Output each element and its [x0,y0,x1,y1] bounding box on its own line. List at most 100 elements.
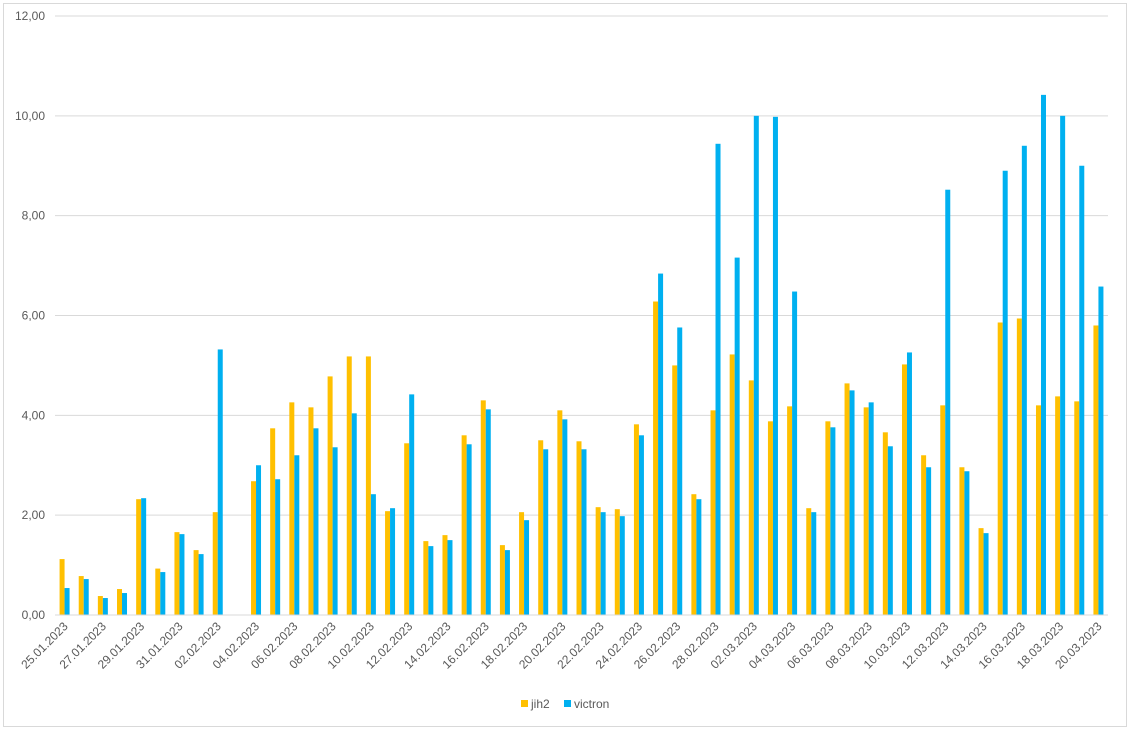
bar-jih2 [480,400,486,615]
bar-victron [64,588,70,615]
bar-jih2 [423,541,429,615]
bar-victron [772,116,778,615]
bar-victron [945,189,951,615]
bar-victron [1060,115,1066,615]
bar-jih2 [365,356,371,615]
bar-jih2 [1055,396,1061,615]
bar-victron [715,143,721,616]
bar-jih2 [633,424,639,615]
bar-victron [849,390,855,616]
bar-victron [753,115,759,615]
bar-victron [294,455,300,615]
bar-victron [447,540,453,616]
bar-jih2 [557,410,563,615]
legend-swatch-jih2 [521,700,528,707]
bar-jih2 [576,441,582,615]
y-tick-label: 8,00 [22,209,46,223]
bar-jih2 [499,545,505,615]
bar-victron [217,349,223,615]
bar-victron [1021,145,1027,615]
y-tick-label: 0,00 [22,608,46,622]
x-axis-labels: 25.01.202327.01.202329.01.202331.01.2023… [18,614,1108,672]
bar-victron [1040,94,1046,616]
bar-victron [734,257,740,615]
bar-jih2 [863,407,869,615]
bar-jih2 [442,535,448,615]
legend: jih2 victron [521,697,609,711]
bar-jih2 [978,528,984,615]
bar-jih2 [921,455,927,615]
bar-victron [926,467,932,615]
bar-jih2 [672,365,678,615]
bar-victron [409,394,415,615]
legend-swatch-victron [564,700,571,707]
bar-jih2 [538,440,544,615]
bar-jih2 [251,481,257,615]
bar-jih2 [691,494,697,615]
bar-victron [122,593,128,615]
bar-jih2 [614,509,620,615]
bar-jih2 [117,589,123,615]
bar-jih2 [729,354,735,615]
bar-victron [524,520,530,615]
bar-jih2 [825,421,831,615]
bar-jih2 [289,402,295,615]
bar-victron [983,533,989,615]
bar-jih2 [404,443,410,615]
bar-victron [1098,286,1104,615]
bar-jih2 [155,568,161,615]
bar-victron [868,402,874,615]
bar-victron [313,428,319,615]
bar-victron [792,291,798,615]
bars [59,94,1104,616]
bar-victron [83,579,89,615]
y-tick-label: 10,00 [15,109,45,123]
bar-victron [887,446,893,615]
bar-jih2 [997,322,1003,615]
bar-jih2 [1035,405,1041,615]
legend-label-victron: victron [574,697,609,711]
bar-jih2 [710,410,716,615]
bar-jih2 [882,432,888,615]
y-axis-labels: 0,00 2,00 4,00 6,00 8,00 10,00 12,00 [15,9,45,622]
bar-jih2 [1093,325,1099,615]
bar-jih2 [174,532,180,615]
bar-jih2 [308,407,314,615]
bar-victron [466,444,472,615]
bar-victron [198,554,204,615]
bar-jih2 [97,596,103,615]
y-tick-label: 6,00 [22,309,46,323]
y-tick-label: 2,00 [22,508,46,522]
bar-jih2 [519,512,525,615]
bar-jih2 [806,508,812,615]
bar-victron [696,499,702,615]
bar-victron [562,419,568,615]
bar-victron [428,546,434,615]
bar-jih2 [212,512,218,615]
bar-victron [332,447,338,615]
bar-jih2 [595,507,601,615]
bar-victron [677,327,683,615]
bar-jih2 [193,550,199,615]
bar-victron [504,550,510,615]
bar-victron [102,598,108,615]
bar-victron [600,512,606,615]
bar-jih2 [653,301,659,615]
bar-victron [351,413,357,615]
bar-jih2 [461,435,467,615]
bar-victron [619,516,625,615]
bar-victron [485,409,491,615]
bar-victron [370,494,376,615]
bar-jih2 [346,356,352,615]
bar-victron [1079,165,1085,615]
legend-label-jih2: jih2 [530,697,550,711]
bar-jih2 [1074,401,1080,615]
bar-jih2 [787,406,793,615]
bar-victron [830,427,836,615]
bar-victron [141,498,147,615]
bar-victron [964,471,970,615]
bar-victron [275,479,281,615]
bar-jih2 [270,428,276,615]
bar-jih2 [844,383,850,615]
